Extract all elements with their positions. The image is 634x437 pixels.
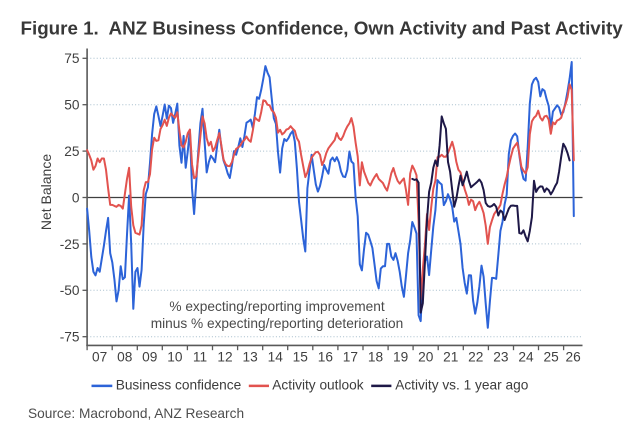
svg-text:Source: Macrobond, ANZ Researc: Source: Macrobond, ANZ Research	[28, 406, 244, 421]
svg-text:25: 25	[64, 144, 80, 159]
svg-text:15: 15	[293, 350, 309, 365]
svg-text:Business confidence: Business confidence	[116, 377, 242, 392]
svg-text:19: 19	[393, 350, 408, 365]
svg-text:Net Balance: Net Balance	[38, 154, 54, 230]
svg-text:25: 25	[543, 350, 559, 365]
svg-text:22: 22	[468, 350, 483, 365]
svg-text:-75: -75	[60, 330, 80, 345]
svg-text:26: 26	[565, 350, 581, 365]
svg-text:75: 75	[64, 51, 80, 66]
svg-text:08: 08	[117, 350, 133, 365]
svg-text:21: 21	[443, 350, 458, 365]
svg-text:17: 17	[343, 350, 358, 365]
svg-text:16: 16	[318, 350, 334, 365]
svg-text:-50: -50	[60, 283, 80, 298]
svg-text:07: 07	[92, 350, 107, 365]
svg-text:11: 11	[193, 350, 207, 365]
svg-text:18: 18	[368, 350, 384, 365]
svg-text:14: 14	[268, 350, 284, 365]
svg-text:Activity vs. 1 year ago: Activity vs. 1 year ago	[395, 377, 529, 392]
svg-text:10: 10	[167, 350, 183, 365]
svg-text:09: 09	[142, 350, 157, 365]
svg-text:50: 50	[64, 98, 80, 113]
svg-text:% expecting/reporting improvem: % expecting/reporting improvement	[169, 299, 385, 314]
svg-text:Figure 1. ANZ Business Confid: Figure 1. ANZ Business Confidence, Own A…	[21, 17, 624, 38]
svg-text:20: 20	[418, 350, 434, 365]
svg-text:24: 24	[518, 350, 534, 365]
svg-text:12: 12	[217, 350, 232, 365]
svg-text:minus % expecting/reporting de: minus % expecting/reporting deterioratio…	[151, 316, 404, 331]
svg-text:13: 13	[242, 350, 258, 365]
svg-text:0: 0	[72, 190, 80, 205]
svg-text:23: 23	[493, 350, 509, 365]
svg-text:Activity outlook: Activity outlook	[272, 377, 363, 392]
svg-text:-25: -25	[60, 237, 80, 252]
